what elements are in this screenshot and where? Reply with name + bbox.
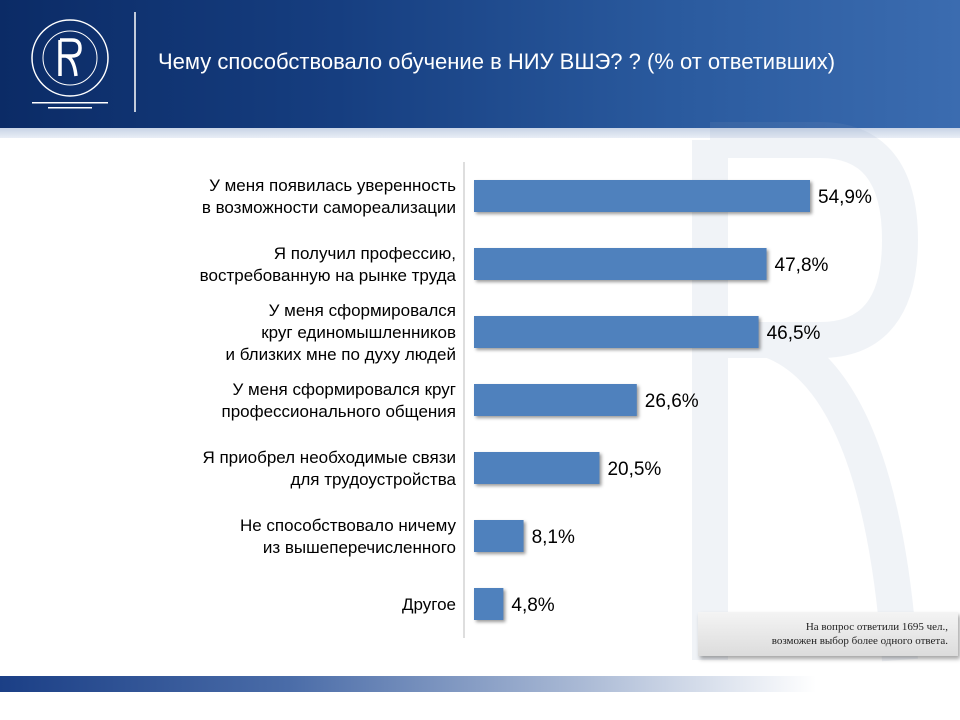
bar-1 [474,248,767,280]
university-logo [31,19,109,109]
category-label-6-0: Другое [402,595,456,614]
page-title: Чему способствовало обучение в НИУ ВШЭ? … [158,49,836,74]
bar-2 [474,316,759,348]
category-label-5-0: Не способствовало ничему [240,516,457,535]
category-label-1-1: востребованную на рынке труда [200,266,457,285]
bar-chart: 54,9% У меня появилась уверенность в возмо… [200,162,872,638]
category-label-2-1: круг единомышленников [261,323,456,342]
category-label-1-0: Я получил профессию, [274,244,456,263]
header-divider [0,128,960,138]
respondents-note: На вопрос ответили 1695 чел., возможен в… [698,612,958,656]
bar-5 [474,520,524,552]
footer-band [0,676,960,692]
bar-6 [474,588,504,620]
category-label-2-0: У меня сформировался [269,301,456,320]
bar-3 [474,384,637,416]
value-label-6: 4,8% [511,595,554,616]
note-line-2: возможен выбор более одного ответа. [771,635,948,647]
header-banner [0,0,960,128]
value-label-5: 8,1% [532,527,575,548]
category-label-5-1: из вышеперечисленного [263,538,456,557]
value-label-3: 26,6% [645,391,699,412]
value-label-0: 54,9% [818,187,872,208]
category-label-4-0: Я приобрел необходимые связи [202,448,456,467]
watermark-logo [692,122,919,662]
category-label-2-2: и близких мне по духу людей [225,345,456,364]
note-line-1: На вопрос ответили 1695 чел., [805,621,948,633]
header-vertical-divider [134,12,136,112]
category-label-0-0: У меня появилась уверенность [209,176,456,195]
category-label-0-1: в возможности самореализации [202,198,456,217]
bar-4 [474,452,600,484]
value-label-4: 20,5% [607,459,661,480]
category-label-3-0: У меня сформировался круг [232,380,456,399]
bar-0 [474,180,810,212]
value-label-1: 47,8% [775,255,829,276]
category-label-3-1: профессионального общения [221,402,456,421]
value-label-2: 46,5% [767,323,821,344]
category-label-4-1: для трудоустройства [290,470,456,489]
